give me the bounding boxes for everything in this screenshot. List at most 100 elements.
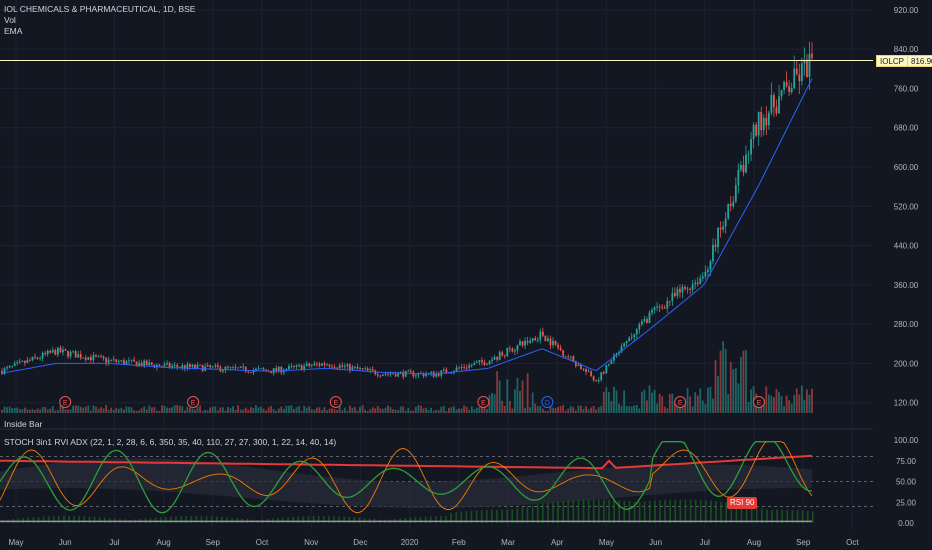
candle-body <box>757 111 760 136</box>
event-marker-label: E <box>678 400 683 407</box>
candle-body <box>234 366 237 368</box>
osc-histogram-bar <box>465 511 468 523</box>
candle-body <box>79 354 82 358</box>
candle-body <box>336 367 339 369</box>
candle-body <box>620 346 623 353</box>
volume-bar <box>282 409 285 413</box>
candle-body <box>668 301 671 302</box>
volume-bar <box>214 406 217 413</box>
volume-bar <box>618 403 620 413</box>
candle-body <box>196 364 199 368</box>
volume-bar <box>453 406 455 413</box>
volume-bar <box>128 406 130 413</box>
volume-bar <box>59 405 62 413</box>
osc-tick-label: 75.00 <box>896 457 917 466</box>
event-marker-icon[interactable] <box>477 396 490 408</box>
volume-bar <box>671 393 674 413</box>
candle-body <box>191 364 194 367</box>
volume-bar <box>234 409 237 413</box>
candle-body <box>145 360 148 366</box>
chart-title[interactable]: IOL CHEMICALS & PHARMACEUTICAL, 1D, BSE <box>4 4 196 14</box>
event-marker-icon[interactable] <box>187 396 200 408</box>
candle-body <box>541 331 544 336</box>
volume-bar <box>625 406 628 413</box>
candle-body <box>173 364 176 366</box>
candle-body <box>260 368 262 370</box>
volume-bar <box>790 403 793 413</box>
volume-bar <box>635 404 638 413</box>
candle-body <box>463 367 466 368</box>
candle-body <box>673 292 676 297</box>
osc-histogram-bar <box>669 499 671 523</box>
volume-bar <box>712 398 714 413</box>
candle-body <box>26 359 29 363</box>
volume-bar <box>346 410 349 413</box>
osc-histogram-bar <box>165 516 167 523</box>
candle-body <box>331 366 333 368</box>
volume-bar <box>567 408 570 413</box>
osc-band <box>0 458 812 509</box>
osc-histogram-bar <box>445 516 447 523</box>
candle-body <box>155 364 158 368</box>
candle-body <box>734 185 737 202</box>
stoch-legend[interactable]: STOCH 3in1 RVI ADX (22, 1, 2, 28, 6, 6, … <box>4 437 337 447</box>
event-marker-icon[interactable] <box>752 396 765 408</box>
volume-bar <box>79 406 82 413</box>
event-marker-icon[interactable] <box>59 396 72 408</box>
volume-bar <box>361 405 364 413</box>
osc-histogram-bar <box>435 516 437 523</box>
candle-body <box>524 340 526 346</box>
candle-body <box>290 366 293 367</box>
osc-histogram-bar <box>98 517 101 523</box>
candle-body <box>97 356 100 357</box>
volume-bar <box>364 409 367 413</box>
candle-body <box>602 372 605 374</box>
candle-body <box>773 94 775 108</box>
event-marker-icon[interactable] <box>541 396 554 408</box>
candle-body <box>402 372 405 377</box>
volume-bar <box>605 387 608 413</box>
candle-body <box>607 364 610 365</box>
price-tick-label: 280.00 <box>894 320 919 329</box>
time-tick-label: Oct <box>846 538 859 547</box>
event-marker-label: E <box>191 400 196 407</box>
candle-body <box>186 364 189 369</box>
ema-line <box>1 78 813 375</box>
candle-body <box>69 351 72 357</box>
candle-body <box>359 368 361 369</box>
vol-legend[interactable]: Vol <box>4 15 16 25</box>
candle-body <box>760 111 763 131</box>
candle-body <box>737 169 740 186</box>
volume-bar <box>465 406 468 413</box>
volume-bar <box>470 406 473 413</box>
volume-bar <box>21 409 24 413</box>
osc-histogram-bar <box>221 516 223 523</box>
candle-body <box>34 356 36 358</box>
osc-histogram-bar <box>205 516 208 523</box>
osc-histogram-bar <box>730 503 733 523</box>
candle-body <box>694 282 697 285</box>
candle-body <box>275 368 278 371</box>
inside-bar-legend[interactable]: Inside Bar <box>4 419 43 429</box>
candle-body <box>788 86 791 93</box>
osc-histogram-bar <box>542 503 544 523</box>
candle-body <box>102 356 105 359</box>
volume-bar <box>658 393 661 413</box>
ema-legend[interactable]: EMA <box>4 26 23 36</box>
candle-body <box>778 96 780 114</box>
volume-bar <box>44 406 47 413</box>
candle-body <box>717 227 719 247</box>
candle-body <box>699 278 702 285</box>
volume-bar <box>338 406 341 413</box>
event-marker-icon[interactable] <box>329 396 342 408</box>
volume-bar <box>321 410 323 413</box>
candle-body <box>148 362 151 366</box>
osc-histogram-bar <box>460 511 463 523</box>
candle-body <box>798 74 801 82</box>
candle-body <box>158 364 161 367</box>
candle-body <box>577 364 580 367</box>
candle-body <box>333 367 336 369</box>
time-tick-label: Mar <box>501 538 515 547</box>
event-marker-icon[interactable] <box>674 396 687 408</box>
